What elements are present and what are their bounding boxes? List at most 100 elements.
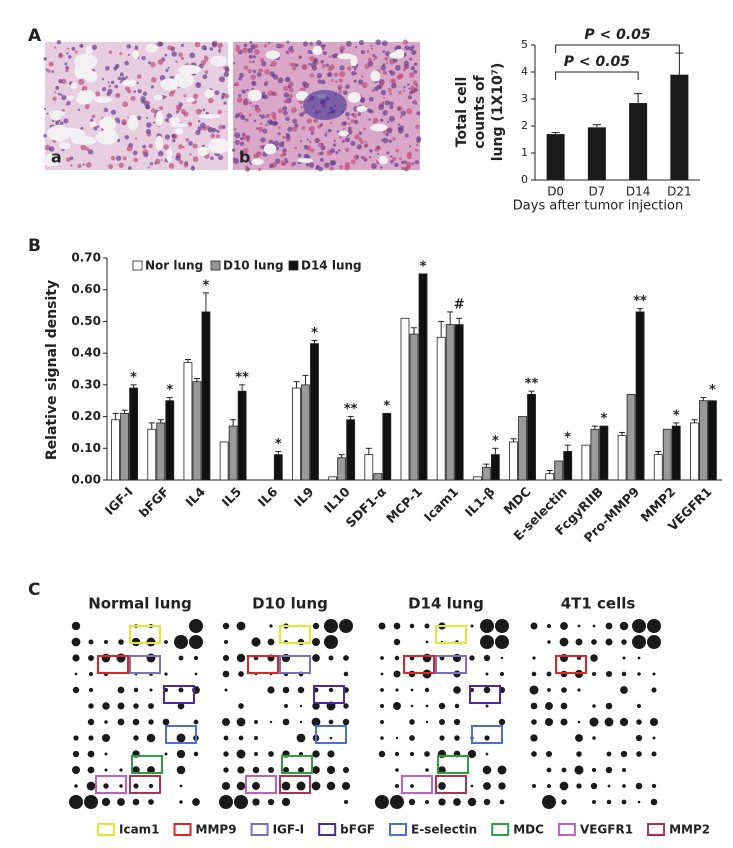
micrograph: a (41, 39, 230, 171)
cell (408, 87, 411, 90)
legend-swatch (97, 823, 115, 836)
blot-dot (495, 635, 509, 649)
cell (182, 145, 185, 149)
alveolus (198, 114, 221, 119)
cell (386, 120, 390, 124)
blot-dot (605, 670, 613, 678)
cell (160, 158, 163, 162)
cell (117, 76, 121, 81)
blot-dot (637, 672, 641, 676)
cell (388, 115, 395, 122)
cell (328, 55, 332, 58)
y-tick-label: 0.20 (71, 409, 101, 423)
cell (223, 101, 227, 105)
cell (342, 127, 345, 130)
cell (354, 45, 358, 49)
alveolus (127, 115, 139, 131)
cell (164, 53, 168, 57)
cell (350, 140, 356, 147)
cell (381, 40, 388, 47)
cell (261, 61, 267, 67)
blot-dot (409, 751, 415, 757)
cell (133, 90, 137, 93)
cell (251, 80, 257, 87)
alveolus (59, 142, 71, 150)
bar (629, 103, 648, 180)
blot-dot (485, 672, 489, 676)
cell (234, 128, 237, 131)
cell (202, 108, 206, 112)
bar (587, 127, 606, 180)
cell (399, 115, 403, 119)
cell (347, 122, 351, 126)
significance-bracket (555, 44, 680, 53)
legend-swatch (389, 823, 407, 836)
blot-dot (409, 735, 415, 741)
cell (361, 74, 364, 78)
cell (404, 133, 409, 138)
blot-dot (284, 704, 288, 708)
cell (67, 55, 72, 59)
cell (66, 47, 69, 50)
cell (180, 43, 185, 47)
blot-dot (651, 687, 657, 693)
legend-swatch (318, 823, 337, 836)
cell (335, 80, 338, 84)
cell (52, 96, 57, 101)
blot-dot (589, 717, 599, 727)
cell (122, 156, 127, 161)
blot-dot (327, 750, 335, 758)
cell (258, 127, 262, 131)
cell (159, 42, 164, 47)
cell (290, 162, 295, 167)
cell (414, 160, 419, 165)
cell (256, 72, 262, 77)
cell (178, 144, 183, 150)
cell (248, 60, 252, 64)
cell (382, 50, 386, 54)
cell (362, 82, 368, 88)
blot-dot (328, 687, 334, 693)
cell (218, 49, 221, 53)
blot-dot (531, 671, 537, 677)
alveolus (197, 146, 210, 156)
significance-label: P < 0.05 (564, 54, 631, 70)
blot-dot (299, 720, 303, 724)
cell (294, 146, 298, 150)
cell (154, 158, 161, 165)
cell (249, 40, 253, 44)
bar (554, 460, 564, 481)
bar (409, 333, 419, 481)
cell (128, 166, 132, 170)
highlight-box (555, 655, 587, 674)
blot-dot (88, 655, 94, 661)
alveolus (247, 89, 262, 102)
blot-dot (343, 671, 349, 677)
cell (373, 86, 379, 92)
alveolus (48, 110, 66, 117)
cell (221, 125, 226, 129)
blot-dot (117, 718, 125, 726)
blot-dot (546, 671, 552, 677)
blot-dot (592, 624, 596, 628)
cell (231, 148, 236, 152)
cell (171, 51, 177, 57)
blot-dot (222, 718, 230, 726)
alveolus (168, 116, 180, 124)
cell (172, 139, 176, 143)
cell (253, 49, 260, 55)
cell (388, 92, 393, 96)
blot-dot (103, 783, 109, 789)
y-tick-label: 5 (521, 38, 528, 51)
cell (210, 133, 216, 139)
blot-dot (238, 735, 244, 741)
cell (345, 84, 350, 90)
highlight-box (315, 725, 347, 744)
blot-dot (104, 752, 108, 756)
blot-dot (647, 619, 661, 633)
blot-dot (223, 735, 229, 741)
cell (69, 156, 74, 160)
cell (358, 131, 363, 135)
cell (373, 58, 376, 61)
bar (509, 441, 518, 481)
